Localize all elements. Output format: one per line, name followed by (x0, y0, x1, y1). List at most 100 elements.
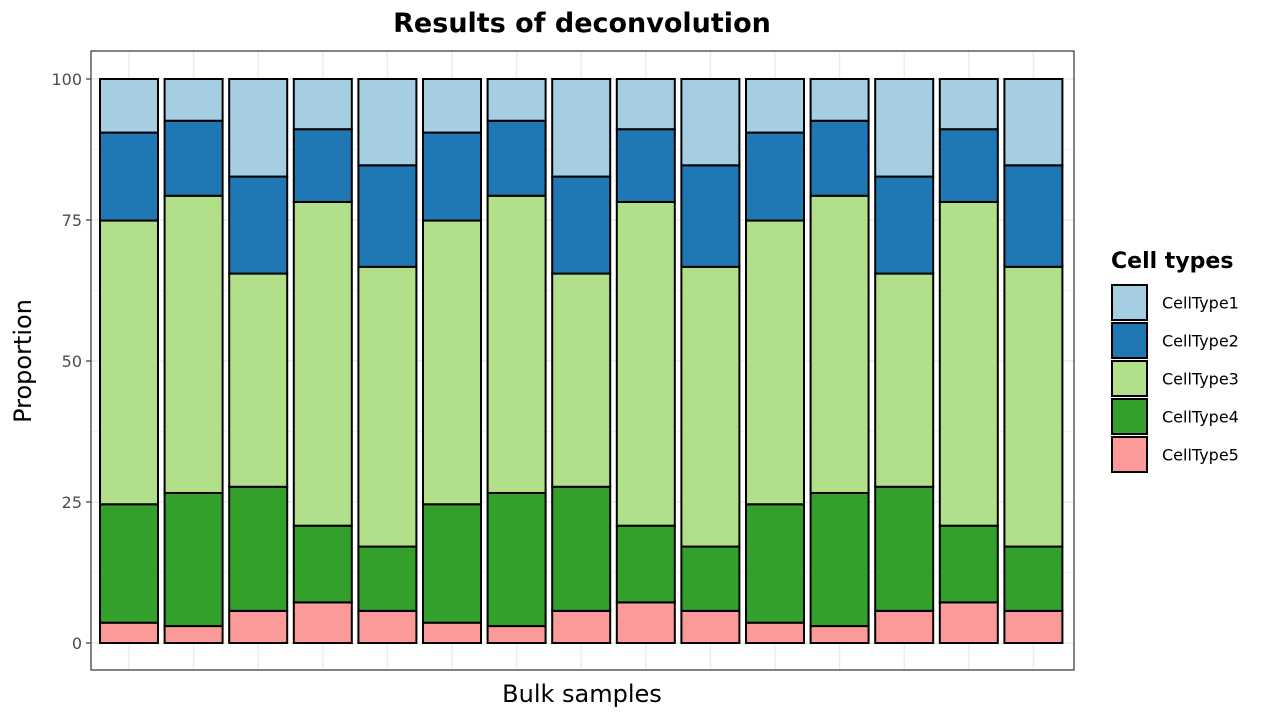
legend-label: CellType2 (1162, 332, 1239, 351)
y-tick-label: 0 (72, 634, 82, 653)
bar-segment-celltype5-sample-6 (422, 621, 482, 644)
legend-label: CellType1 (1162, 294, 1239, 313)
bar-segment-celltype3-sample-13 (874, 272, 935, 488)
bar-segment-celltype1-sample-15 (1003, 78, 1064, 167)
bar-segment-celltype4-sample-5 (357, 545, 418, 612)
chart-title: Results of deconvolution (393, 8, 771, 39)
bars (99, 78, 1064, 645)
bar-segment-celltype2-sample-3 (228, 175, 289, 275)
legend-item-celltype3: CellType3 (1111, 360, 1239, 397)
bar-segment-celltype4-sample-12 (809, 491, 870, 628)
bar-segment-celltype4-sample-15 (1003, 545, 1064, 612)
bar-segment-celltype3-sample-1 (99, 219, 159, 506)
bar-segment-celltype3-sample-3 (228, 272, 289, 488)
bar-segment-celltype3-sample-9 (615, 200, 676, 527)
bar-segment-celltype5-sample-3 (228, 609, 289, 644)
bar-segment-celltype3-sample-7 (486, 194, 547, 494)
legend-label: CellType3 (1162, 370, 1239, 389)
bar-segment-celltype1-sample-7 (486, 78, 547, 122)
y-axis-title: Proportion (9, 299, 37, 423)
bar-segment-celltype4-sample-9 (615, 524, 676, 604)
legend: Cell types CellType1CellType2CellType3Ce… (1111, 249, 1239, 473)
bar-segment-celltype2-sample-12 (809, 119, 870, 197)
bar-segment-celltype4-sample-8 (551, 485, 612, 612)
bar-segment-celltype5-sample-9 (615, 601, 676, 645)
bar-segment-celltype3-sample-8 (551, 272, 612, 488)
bar-segment-celltype5-sample-1 (99, 621, 159, 644)
legend-items: CellType1 CellType2 CellType3 CellType4 Cell… (1111, 284, 1239, 473)
bar-segment-celltype4-sample-1 (99, 503, 159, 624)
bar-segment-celltype1-sample-3 (228, 78, 289, 178)
bar-segment-celltype1-sample-14 (938, 78, 999, 131)
bar-segment-celltype3-sample-2 (163, 194, 224, 494)
bar-segment-celltype2-sample-9 (615, 128, 676, 203)
bar-segment-celltype1-sample-5 (357, 78, 418, 167)
bar-segment-celltype2-sample-13 (874, 175, 935, 275)
bar-segment-celltype1-sample-12 (809, 78, 870, 122)
legend-label: CellType5 (1162, 446, 1239, 465)
bar-segment-celltype5-sample-10 (680, 609, 741, 644)
legend-swatch (1111, 322, 1148, 359)
bar-segment-celltype5-sample-5 (357, 609, 418, 644)
bar-segment-celltype4-sample-7 (486, 491, 547, 628)
x-axis-title: Bulk samples (502, 680, 662, 708)
plot-panel (90, 50, 1075, 671)
bar-segment-celltype1-sample-13 (874, 78, 935, 178)
bar-segment-celltype5-sample-7 (486, 625, 547, 645)
bar-segment-celltype1-sample-2 (163, 78, 224, 122)
bar-segment-celltype4-sample-14 (938, 524, 999, 604)
bar-segment-celltype2-sample-8 (551, 175, 612, 275)
legend-title: Cell types (1111, 249, 1233, 274)
bar-segment-celltype2-sample-4 (292, 128, 353, 203)
y-axis: 0 25 50 75 100 (51, 70, 91, 653)
bar-segment-celltype3-sample-10 (680, 265, 741, 548)
legend-swatch (1111, 360, 1148, 397)
bar-segment-celltype2-sample-14 (938, 128, 999, 203)
bar-segment-celltype1-sample-8 (551, 78, 612, 178)
bar-segment-celltype2-sample-7 (486, 119, 547, 197)
bar-segment-celltype4-sample-2 (163, 491, 224, 628)
bar-segment-celltype3-sample-11 (745, 219, 805, 506)
legend-swatch (1111, 436, 1148, 473)
legend-label: CellType4 (1162, 408, 1239, 427)
legend-swatch (1111, 284, 1148, 321)
legend-item-celltype2: CellType2 (1111, 322, 1239, 359)
bar-segment-celltype3-sample-14 (938, 200, 999, 527)
bar-segment-celltype2-sample-1 (99, 131, 159, 222)
legend-item-celltype1: CellType1 (1111, 284, 1239, 321)
y-tick-label: 50 (62, 352, 82, 371)
bar-segment-celltype1-sample-1 (99, 78, 159, 134)
bar-segment-celltype4-sample-4 (292, 524, 353, 604)
bar-segment-celltype5-sample-11 (745, 621, 805, 644)
legend-item-celltype4: CellType4 (1111, 398, 1239, 435)
bar-segment-celltype2-sample-2 (163, 119, 224, 197)
bar-segment-celltype1-sample-6 (422, 78, 482, 134)
bar-segment-celltype3-sample-4 (292, 200, 353, 527)
bar-segment-celltype2-sample-10 (680, 164, 741, 268)
bar-segment-celltype4-sample-10 (680, 545, 741, 612)
bar-segment-celltype3-sample-15 (1003, 265, 1064, 548)
bar-segment-celltype1-sample-9 (615, 78, 676, 131)
bar-segment-celltype2-sample-11 (745, 131, 805, 222)
bar-segment-celltype1-sample-11 (745, 78, 805, 134)
bar-segment-celltype1-sample-10 (680, 78, 741, 167)
bar-segment-celltype5-sample-8 (551, 609, 612, 644)
bar-segment-celltype4-sample-6 (422, 503, 482, 624)
bar-segment-celltype4-sample-13 (874, 485, 935, 612)
bar-segment-celltype3-sample-6 (422, 219, 482, 506)
bar-segment-celltype2-sample-5 (357, 164, 418, 268)
bar-segment-celltype1-sample-4 (292, 78, 353, 131)
bar-segment-celltype4-sample-3 (228, 485, 289, 612)
bar-segment-celltype2-sample-15 (1003, 164, 1064, 268)
legend-swatch (1111, 398, 1148, 435)
bar-segment-celltype3-sample-5 (357, 265, 418, 548)
bar-segment-celltype5-sample-12 (809, 625, 870, 645)
bar-segment-celltype5-sample-2 (163, 625, 224, 645)
legend-item-celltype5: CellType5 (1111, 436, 1239, 473)
bar-segment-celltype2-sample-6 (422, 131, 482, 222)
bar-segment-celltype5-sample-4 (292, 601, 353, 645)
bar-segment-celltype5-sample-14 (938, 601, 999, 645)
bar-segment-celltype5-sample-13 (874, 609, 935, 644)
bar-segment-celltype5-sample-15 (1003, 609, 1064, 644)
